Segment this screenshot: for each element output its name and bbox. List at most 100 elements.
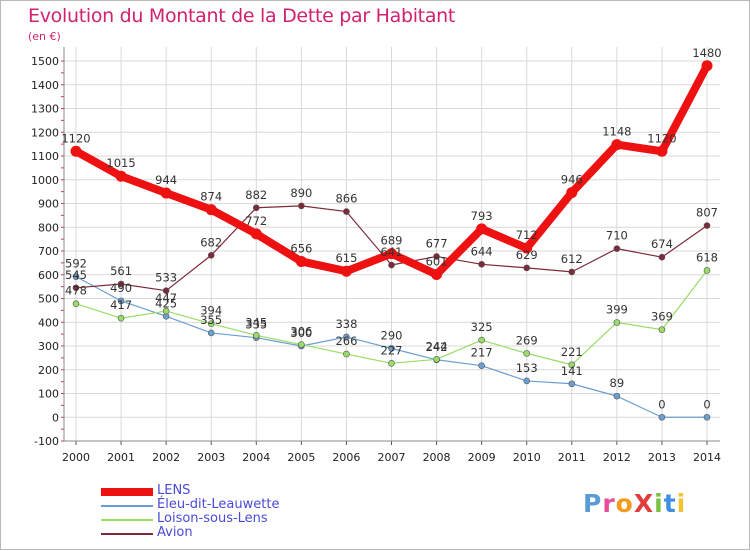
legend-item: Avion — [101, 525, 361, 541]
series-point-0 — [476, 223, 488, 235]
data-label: 242 — [426, 340, 448, 354]
series-point-1 — [658, 413, 666, 421]
data-label: 1480 — [692, 46, 721, 60]
data-label: 217 — [471, 346, 493, 360]
x-tick-label: 2004 — [242, 451, 270, 464]
data-label: 425 — [155, 296, 177, 310]
series-point-2 — [388, 360, 395, 367]
y-tick-label: 700 — [38, 245, 59, 258]
series-point-3 — [523, 264, 531, 272]
data-label: 561 — [110, 264, 132, 278]
y-tick-label: 0 — [52, 411, 59, 424]
series-point-2 — [568, 361, 576, 369]
data-label: 533 — [155, 271, 177, 285]
series-point-3 — [207, 251, 215, 259]
legend-label: Éleu-dit-Leauwette — [157, 497, 280, 512]
x-tick-label: 2002 — [152, 451, 180, 464]
data-label: 399 — [606, 302, 628, 316]
data-label: 712 — [516, 228, 538, 242]
series-point-3 — [433, 253, 440, 260]
data-label: 644 — [471, 244, 493, 258]
series-point-2 — [523, 350, 531, 357]
series-point-3 — [613, 245, 621, 252]
x-tick-label: 2008 — [423, 451, 451, 464]
x-tick-label: 2013 — [648, 451, 676, 464]
series-point-2 — [72, 300, 80, 308]
legend-swatch — [101, 533, 153, 535]
series-point-3 — [478, 260, 485, 268]
data-label: 618 — [696, 250, 718, 264]
data-label: 1148 — [602, 125, 631, 139]
x-tick-label: 2001 — [107, 451, 135, 464]
y-tick-label: 1400 — [31, 79, 59, 92]
data-label: 227 — [381, 343, 403, 357]
data-label: 325 — [471, 320, 493, 334]
data-label: 793 — [471, 209, 493, 223]
series-point-0 — [521, 242, 533, 254]
x-tick-label: 2009 — [468, 451, 496, 464]
series-point-3 — [568, 268, 576, 276]
data-label: 300 — [290, 326, 312, 340]
data-label: 682 — [200, 235, 222, 249]
data-label: 689 — [381, 234, 403, 248]
series-point-2 — [478, 336, 485, 344]
y-tick-label: 600 — [38, 269, 59, 282]
series-point-2 — [117, 314, 125, 322]
data-label: 447 — [155, 291, 177, 305]
data-label: 266 — [335, 334, 357, 348]
data-label: 944 — [155, 173, 177, 187]
data-label: 629 — [516, 248, 538, 262]
series-point-3 — [162, 287, 170, 294]
legend-item: Loison-sous-Lens — [101, 511, 361, 527]
series-point-3 — [343, 208, 350, 215]
data-label: 1120 — [647, 131, 676, 145]
series-point-2 — [658, 326, 666, 333]
series-point-3 — [252, 204, 260, 212]
y-tick-label: 1200 — [31, 126, 59, 139]
data-label: 490 — [110, 281, 132, 295]
series-point-1 — [478, 362, 485, 370]
data-label: 244 — [426, 339, 448, 353]
x-tick-label: 2014 — [693, 451, 721, 464]
data-label: 335 — [245, 318, 267, 332]
y-tick-label: 100 — [38, 388, 59, 401]
data-label: 641 — [381, 245, 403, 259]
data-label: 772 — [245, 214, 267, 228]
series-point-3 — [388, 261, 395, 269]
data-label: 269 — [516, 333, 538, 347]
legend-item: Éleu-dit-Leauwette — [101, 497, 361, 513]
y-tick-label: 200 — [38, 364, 59, 377]
series-point-1 — [72, 273, 80, 280]
legend-item: LENS — [101, 483, 361, 499]
data-label: 674 — [651, 237, 673, 251]
data-label: 221 — [561, 345, 583, 359]
legend-label: Loison-sous-Lens — [157, 511, 268, 526]
series-point-0 — [295, 255, 307, 267]
series-point-2 — [343, 350, 350, 358]
data-label: 0 — [658, 397, 665, 411]
data-label: 290 — [381, 328, 403, 342]
series-point-2 — [207, 320, 215, 327]
data-label: 612 — [561, 252, 583, 266]
data-label: 615 — [335, 251, 357, 265]
series-point-2 — [703, 267, 711, 274]
data-label: 345 — [245, 315, 267, 329]
x-tick-label: 2000 — [62, 451, 90, 464]
series-point-3 — [72, 284, 80, 292]
series-point-2 — [298, 341, 305, 348]
data-label: 946 — [561, 173, 583, 187]
data-label: 866 — [335, 192, 357, 206]
data-label: 141 — [561, 364, 583, 378]
data-label: 656 — [290, 241, 312, 255]
x-tick-label: 2010 — [513, 451, 541, 464]
chart-unit: (en €) — [28, 30, 61, 43]
y-tick-label: 900 — [38, 198, 59, 211]
data-label: 601 — [426, 255, 448, 269]
series-point-0 — [115, 170, 127, 182]
series-point-0 — [205, 204, 217, 216]
series-point-3 — [658, 253, 666, 261]
data-label: 592 — [65, 257, 87, 271]
series-point-0 — [250, 228, 262, 240]
legend-label: LENS — [157, 483, 191, 498]
